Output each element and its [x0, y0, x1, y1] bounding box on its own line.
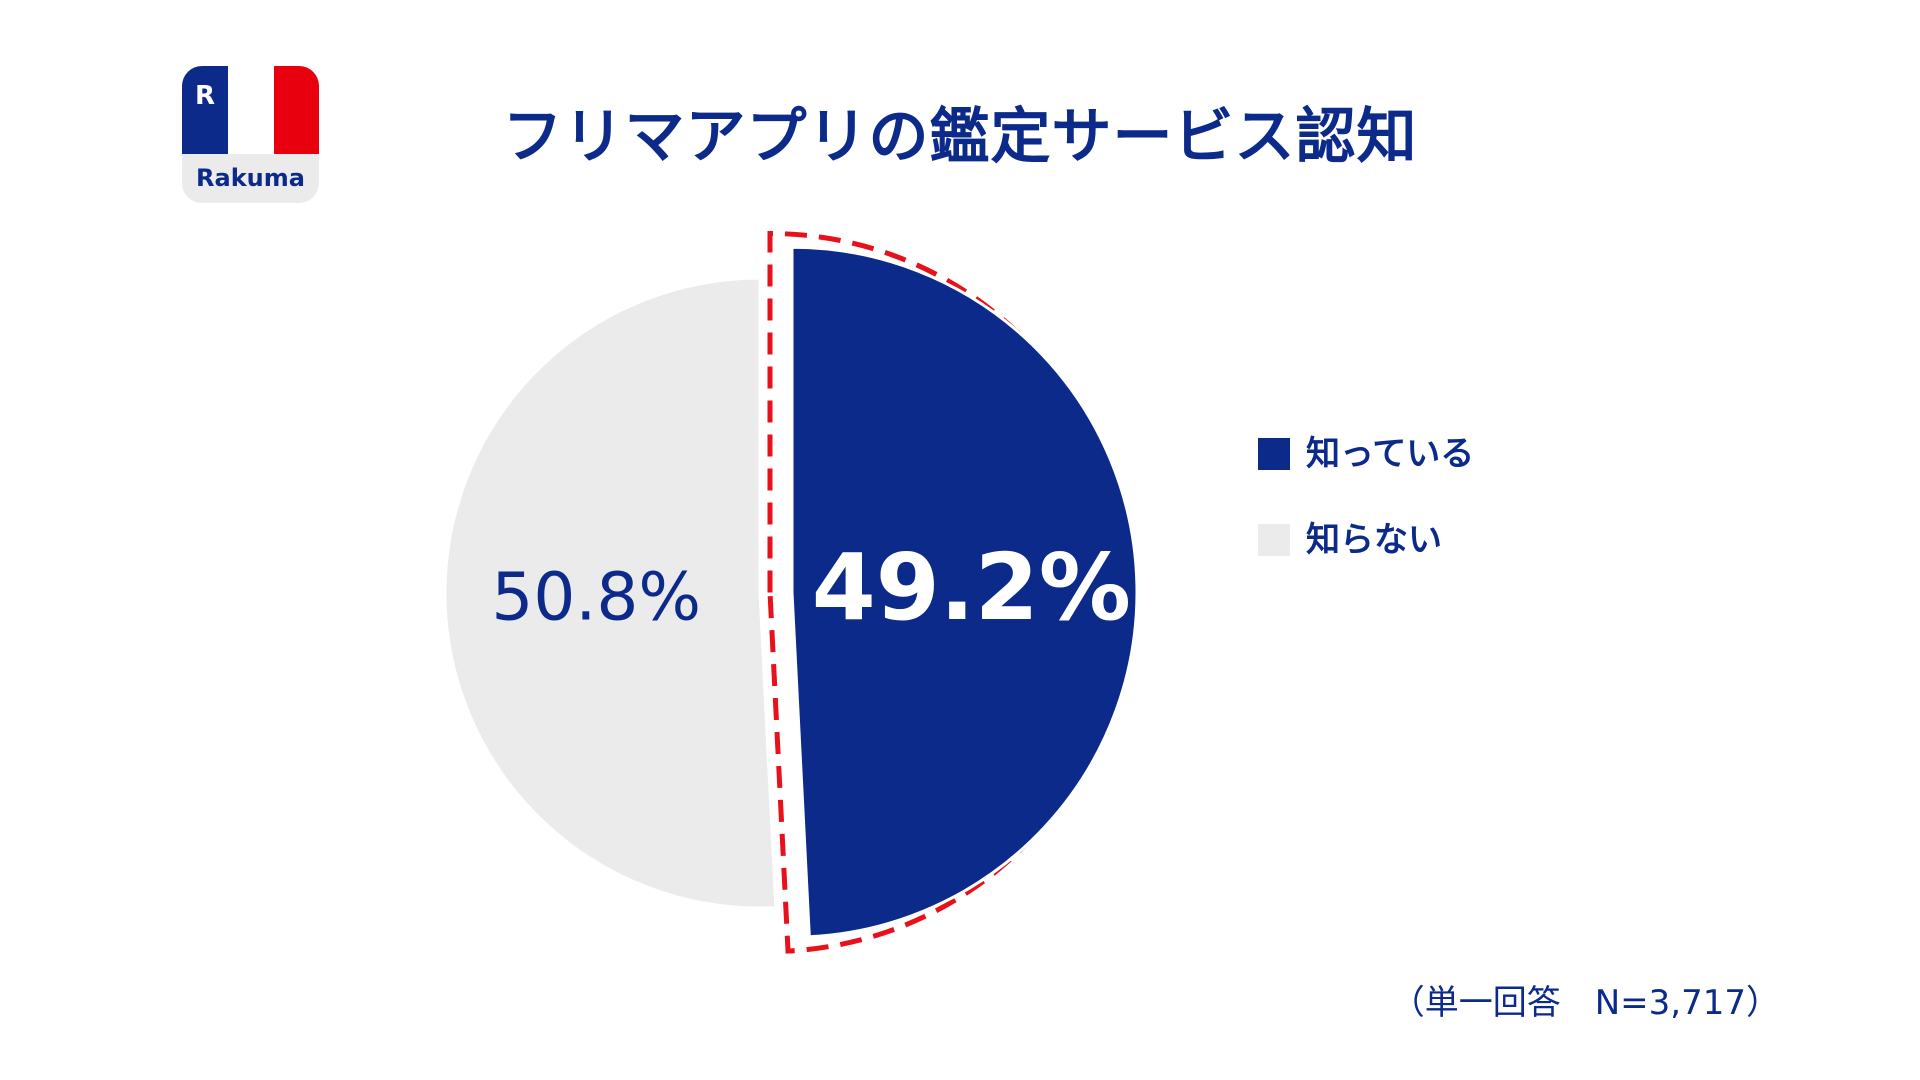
slice-label-0: 49.2% [812, 534, 1131, 641]
legend-swatch-known [1258, 438, 1290, 470]
highlight-outline-0 [767, 230, 1132, 954]
chart-title: フリマアプリの鑑定サービス認知 [502, 102, 1418, 172]
legend-item-unknown: 知らない [1258, 516, 1558, 560]
rakuma-logo: R Rakuma [182, 66, 319, 203]
legend-item-known: 知っている [1258, 430, 1558, 474]
logo-r-mark: R [194, 81, 216, 111]
legend-swatch-unknown [1258, 524, 1290, 556]
slice-label-1: 50.8% [491, 559, 701, 636]
legend-label-unknown: 知らない [1306, 520, 1442, 560]
pie-slice-0 [790, 245, 1139, 939]
flag-red-stripe [274, 66, 319, 154]
flag-white-stripe [228, 66, 274, 154]
legend-label-known: 知っている [1306, 434, 1475, 474]
logo-text: Rakuma [196, 164, 305, 192]
flag-blue-stripe [182, 66, 228, 154]
legend: 知っている 知らない [1258, 430, 1558, 570]
pie-slice-1 [443, 276, 778, 910]
sample-note: （単一回答 N=3,717） [1390, 983, 1780, 1023]
